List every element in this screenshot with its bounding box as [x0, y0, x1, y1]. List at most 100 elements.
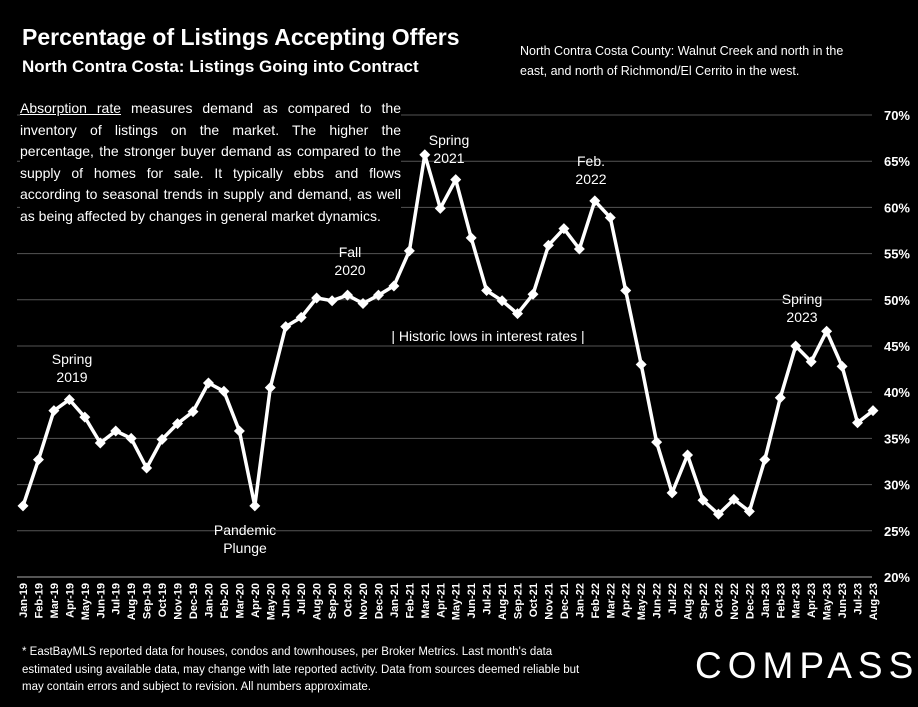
x-tick-label: Apr-23	[806, 583, 818, 618]
x-tick-label: Jul-23	[853, 583, 865, 615]
data-point	[419, 149, 431, 161]
x-tick-label: May-23	[822, 583, 834, 620]
data-point	[620, 285, 632, 297]
chart-subtitle: North Contra Costa: Listings Going into …	[22, 57, 419, 76]
annotation-label: Fall 2020	[334, 244, 365, 278]
data-point	[295, 311, 307, 323]
y-tick-label: 20%	[884, 570, 910, 585]
y-tick-label: 45%	[884, 339, 910, 354]
data-point	[156, 433, 168, 445]
x-tick-label: Aug-20	[312, 583, 324, 620]
x-tick-label: Aug-23	[868, 583, 880, 620]
compass-logo: COMPASS	[695, 645, 918, 686]
data-point	[651, 436, 663, 448]
data-point	[32, 454, 44, 466]
x-tick-label: Oct-21	[528, 583, 540, 617]
chart-title: Percentage of Listings Accepting Offers	[22, 24, 460, 50]
y-tick-label: 40%	[884, 385, 910, 400]
annotation-label: Spring 2019	[52, 351, 92, 385]
x-tick-label: Feb-20	[219, 583, 231, 618]
x-tick-label: May-19	[80, 583, 92, 620]
data-point	[496, 295, 508, 307]
data-point	[187, 406, 199, 418]
absorption-term: Absorption rate	[20, 100, 122, 116]
data-point	[697, 494, 709, 506]
y-tick-label: 25%	[884, 524, 910, 539]
x-tick-label: Jan-20	[203, 583, 215, 618]
data-point	[280, 321, 292, 333]
x-tick-label: Jan-21	[389, 583, 401, 618]
data-point	[589, 195, 601, 207]
data-point	[48, 405, 60, 417]
data-point	[867, 405, 879, 417]
data-point	[17, 500, 29, 512]
data-point	[512, 308, 524, 320]
x-tick-label: May-22	[636, 583, 648, 620]
x-tick-label: Dec-21	[559, 583, 571, 619]
data-point	[63, 394, 75, 406]
data-point	[821, 325, 833, 337]
x-tick-label: Jul-21	[482, 583, 494, 615]
x-tick-label: Mar-22	[605, 583, 617, 618]
data-point	[141, 462, 153, 474]
annotation-label: Pandemic Plunge	[214, 522, 276, 556]
x-tick-label: Feb-22	[590, 583, 602, 618]
data-point	[110, 425, 122, 437]
data-point	[125, 432, 137, 444]
x-tick-label: May-21	[451, 583, 463, 620]
x-tick-label: Nov-19	[173, 583, 185, 620]
x-tick-label: Aug-21	[497, 583, 509, 620]
x-tick-label: Sep-20	[327, 583, 339, 619]
data-point	[434, 202, 446, 214]
data-point	[805, 356, 817, 368]
data-point	[635, 358, 647, 370]
y-axis-ticks: 20% 25% 30% 35% 40% 45% 50% 55% 60% 65% 70%	[884, 108, 910, 585]
data-point	[774, 392, 786, 404]
x-tick-label: Aug-19	[126, 583, 138, 620]
data-point	[790, 340, 802, 352]
x-tick-label: Sep-22	[698, 583, 710, 619]
x-tick-label: Jul-19	[111, 583, 123, 615]
data-point	[326, 295, 338, 307]
data-point	[357, 297, 369, 309]
y-tick-label: 60%	[884, 200, 910, 215]
x-tick-label: Jan-23	[760, 583, 772, 618]
data-point	[94, 437, 106, 449]
data-point	[372, 289, 384, 301]
data-point	[836, 360, 848, 372]
data-point	[233, 425, 245, 437]
x-tick-label: Jul-22	[667, 583, 679, 615]
x-tick-label: Nov-22	[729, 583, 741, 620]
x-tick-label: Oct-19	[157, 583, 169, 617]
data-point	[604, 212, 616, 224]
x-tick-label: Mar-23	[791, 583, 803, 618]
footnote: * EastBayMLS reported data for houses, c…	[22, 646, 580, 693]
region-note: North Contra Costa County: Walnut Creek …	[520, 44, 844, 78]
x-tick-label: Sep-21	[513, 583, 525, 619]
data-point	[264, 382, 276, 394]
annotations: Spring 2019 Pandemic Plunge Fall 2020 Spring 20…	[52, 132, 822, 556]
absorption-text: measures demand as compared to the inven…	[20, 100, 401, 224]
x-tick-label: Apr-20	[250, 583, 262, 618]
y-tick-label: 30%	[884, 478, 910, 493]
x-tick-label: Dec-19	[188, 583, 200, 619]
data-point	[172, 418, 184, 430]
y-tick-label: 70%	[884, 108, 910, 123]
x-tick-label: Mar-20	[234, 583, 246, 618]
x-tick-label: Apr-21	[435, 583, 447, 618]
data-point	[743, 505, 755, 517]
data-point	[218, 385, 230, 397]
x-tick-label: Jun-23	[837, 583, 849, 618]
x-axis-ticks: Jan-19 Feb-19 Mar-19 Apr-19 May-19 Jun-19 Jul-…	[18, 583, 880, 620]
data-points	[17, 149, 879, 520]
x-tick-label: Nov-20	[358, 583, 370, 620]
data-point	[852, 417, 864, 429]
x-tick-label: Feb-21	[404, 583, 416, 618]
data-point	[728, 493, 740, 505]
data-point	[79, 411, 91, 423]
x-tick-label: Mar-21	[420, 583, 432, 618]
x-tick-label: Apr-22	[621, 583, 633, 618]
data-point	[682, 449, 694, 461]
x-tick-label: Aug-22	[683, 583, 695, 620]
data-point	[573, 243, 585, 255]
